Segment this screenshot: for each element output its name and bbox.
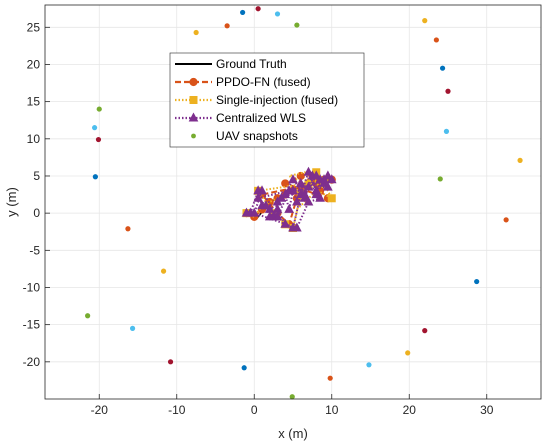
y-tick-label: -10 xyxy=(23,280,41,294)
series-point xyxy=(315,192,325,202)
uav-snapshot-point xyxy=(167,359,174,365)
x-tick-label: -10 xyxy=(168,403,186,417)
series-point xyxy=(327,194,336,203)
uav-snapshot-point xyxy=(405,350,411,356)
legend-label: Single-injection (fused) xyxy=(216,93,338,107)
uav-snapshot-point xyxy=(445,88,451,94)
uav-snapshot-point xyxy=(255,6,261,12)
series-point xyxy=(272,211,283,221)
legend: Ground Truth PPDO-FN (fused) Single-inject… xyxy=(169,52,365,148)
series-point xyxy=(292,222,302,232)
series-point xyxy=(303,181,314,191)
x-tick-label: -20 xyxy=(91,403,109,417)
series-point xyxy=(323,170,333,180)
ticks: -20 -10 0 10 20 30 -20 -15 -10 -5 0 5 10 15 20 25 xyxy=(23,20,494,417)
y-tick-label: -5 xyxy=(29,243,40,257)
uav-snapshot-point xyxy=(289,394,295,400)
uav-snapshot-layer xyxy=(85,6,523,400)
series-point xyxy=(319,174,329,184)
uav-snapshot-point xyxy=(274,11,281,17)
uav-snapshot-point xyxy=(85,313,91,319)
y-tick-label: 5 xyxy=(33,169,40,183)
series-point xyxy=(249,207,260,217)
series-point xyxy=(281,179,290,188)
series-point xyxy=(326,174,337,184)
series-point xyxy=(299,189,310,199)
legend-label: Centralized WLS xyxy=(216,111,306,125)
legend-label: Ground Truth xyxy=(216,57,287,71)
series-point xyxy=(284,203,294,213)
x-tick-label: 0 xyxy=(251,403,258,417)
series-layer xyxy=(241,166,337,233)
uav-snapshot-point xyxy=(474,278,480,285)
y-tick-label: -15 xyxy=(23,318,41,332)
uav-snapshot-point xyxy=(193,29,199,36)
uav-snapshot-point xyxy=(96,106,102,112)
series-point xyxy=(284,185,294,195)
uav-snapshot-point xyxy=(129,325,136,331)
uav-snapshot-point xyxy=(241,365,247,371)
legend-label: PPDO-FN (fused) xyxy=(216,75,311,89)
series-point xyxy=(311,170,322,180)
series-point xyxy=(295,177,306,187)
y-tick-label: 10 xyxy=(27,132,41,146)
legend-marker xyxy=(189,77,198,87)
uav-snapshot-point xyxy=(327,375,333,381)
x-tick-label: 10 xyxy=(325,403,339,417)
legend-entry: Single-injection (fused) xyxy=(175,93,338,107)
series-point xyxy=(264,211,275,221)
legend-entry: UAV snapshots xyxy=(191,129,298,143)
legend-entry: Ground Truth xyxy=(175,57,287,71)
y-tick-label: 20 xyxy=(27,57,41,71)
series-point xyxy=(292,196,302,206)
legend-label: UAV snapshots xyxy=(216,129,298,143)
uav-snapshot-point xyxy=(433,37,439,43)
uav-snapshot-point xyxy=(95,136,102,143)
series-centralized-wls xyxy=(241,166,337,232)
x-axis-title: x (m) xyxy=(278,426,308,441)
uav-snapshot-point xyxy=(240,9,246,16)
series-point xyxy=(303,166,314,176)
series-point xyxy=(261,200,271,210)
legend-entry: Centralized WLS xyxy=(175,111,306,125)
y-tick-label: -20 xyxy=(23,355,41,369)
series-point xyxy=(253,192,263,202)
series-point xyxy=(323,181,333,191)
y-tick-label: 15 xyxy=(27,95,41,109)
legend-marker xyxy=(191,133,196,139)
x-tick-label: 20 xyxy=(403,403,417,417)
uav-snapshot-point xyxy=(294,22,300,28)
uav-snapshot-point xyxy=(422,328,428,334)
uav-snapshot-point xyxy=(443,128,450,134)
legend-box xyxy=(169,52,365,148)
series-point xyxy=(257,185,267,195)
series-point xyxy=(276,192,287,202)
x-tick-label: 30 xyxy=(480,403,494,417)
y-tick-label: 0 xyxy=(33,206,40,220)
uav-snapshot-point xyxy=(125,226,131,232)
uav-snapshot-point xyxy=(92,125,98,131)
series-point xyxy=(311,185,322,195)
y-tick-label: 25 xyxy=(27,20,41,34)
legend-marker xyxy=(189,96,198,104)
uav-snapshot-point xyxy=(366,362,372,368)
uav-snapshot-point xyxy=(439,65,446,71)
legend-entry: PPDO-FN (fused) xyxy=(175,75,311,89)
uav-snapshot-point xyxy=(224,23,230,29)
uav-snapshot-point xyxy=(92,174,98,180)
y-axis-title: y (m) xyxy=(4,187,19,217)
series-point xyxy=(288,174,298,184)
uav-snapshot-point xyxy=(160,268,167,274)
legend-marker xyxy=(188,112,199,122)
uav-snapshot-point xyxy=(517,157,523,163)
plot-frame xyxy=(44,4,542,400)
series-point xyxy=(303,196,314,206)
uav-snapshot-point xyxy=(422,18,428,24)
uav-snapshot-point xyxy=(503,217,509,223)
uav-snapshot-point xyxy=(437,176,443,182)
series-point xyxy=(280,218,291,228)
